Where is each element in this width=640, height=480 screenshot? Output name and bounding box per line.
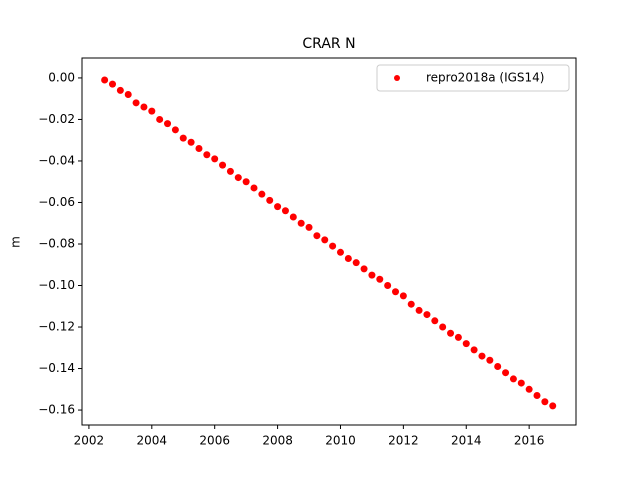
point — [533, 392, 541, 400]
point — [250, 184, 258, 192]
point — [109, 80, 117, 88]
y-tick-label: 0.00 — [48, 70, 75, 84]
point — [226, 167, 234, 175]
x-tick-label: 2008 — [262, 434, 293, 448]
point — [525, 385, 533, 393]
plot-frame — [81, 57, 577, 426]
point — [281, 207, 289, 215]
point — [415, 306, 423, 314]
legend-marker — [394, 75, 400, 81]
point — [140, 103, 148, 111]
y-tick-label: −0.10 — [38, 278, 75, 292]
point — [171, 126, 179, 134]
point — [266, 196, 274, 204]
y-tick-label: −0.14 — [38, 361, 75, 375]
point — [211, 155, 219, 163]
x-tick-label: 2006 — [199, 434, 230, 448]
point — [344, 255, 352, 263]
point — [297, 219, 305, 227]
point — [132, 99, 140, 107]
point — [321, 236, 329, 244]
point — [470, 346, 478, 354]
point — [494, 362, 502, 370]
y-tick-label: −0.12 — [38, 320, 75, 334]
point — [203, 151, 211, 159]
x-tick-label: 2014 — [451, 434, 482, 448]
point — [101, 76, 109, 84]
point — [478, 352, 486, 360]
legend-box — [376, 64, 570, 92]
point — [187, 138, 195, 146]
point — [179, 134, 187, 142]
legend-label: repro2018a (IGS14) — [426, 71, 544, 85]
point — [549, 402, 557, 410]
point — [352, 259, 360, 267]
point — [289, 213, 297, 221]
point — [329, 242, 337, 250]
y-tick-label: −0.04 — [38, 153, 75, 167]
point — [368, 271, 376, 279]
x-tick-label: 2004 — [137, 434, 168, 448]
point — [541, 398, 549, 406]
point — [454, 333, 462, 341]
y-axis-label: m — [9, 236, 23, 248]
point — [423, 311, 431, 319]
point — [242, 178, 250, 186]
point — [116, 86, 124, 94]
point — [305, 223, 313, 231]
point — [313, 232, 321, 240]
point — [360, 265, 368, 273]
point — [399, 292, 407, 300]
point — [124, 91, 132, 99]
point — [195, 145, 203, 153]
point — [439, 323, 447, 331]
point — [219, 161, 227, 169]
point — [462, 340, 470, 348]
point — [486, 356, 494, 364]
x-tick-label: 2012 — [388, 434, 419, 448]
point — [274, 203, 282, 211]
point — [502, 369, 510, 377]
y-tick-label: −0.02 — [38, 112, 75, 126]
point — [431, 317, 439, 325]
point — [376, 275, 384, 283]
point — [384, 282, 392, 290]
y-tick-label: −0.08 — [38, 236, 75, 250]
y-tick-label: −0.06 — [38, 195, 75, 209]
point — [258, 190, 266, 198]
point — [407, 300, 415, 308]
y-tick-label: −0.16 — [38, 403, 75, 417]
point — [392, 288, 400, 296]
point — [517, 379, 525, 387]
x-tick-label: 2002 — [74, 434, 105, 448]
point — [336, 248, 344, 256]
point — [509, 375, 517, 383]
chart-title: CRAR N — [302, 36, 355, 52]
point — [156, 115, 164, 123]
point — [447, 329, 455, 337]
point — [164, 120, 172, 128]
point — [148, 107, 156, 115]
x-tick-label: 2016 — [514, 434, 545, 448]
point — [234, 174, 242, 182]
x-tick-label: 2010 — [325, 434, 356, 448]
